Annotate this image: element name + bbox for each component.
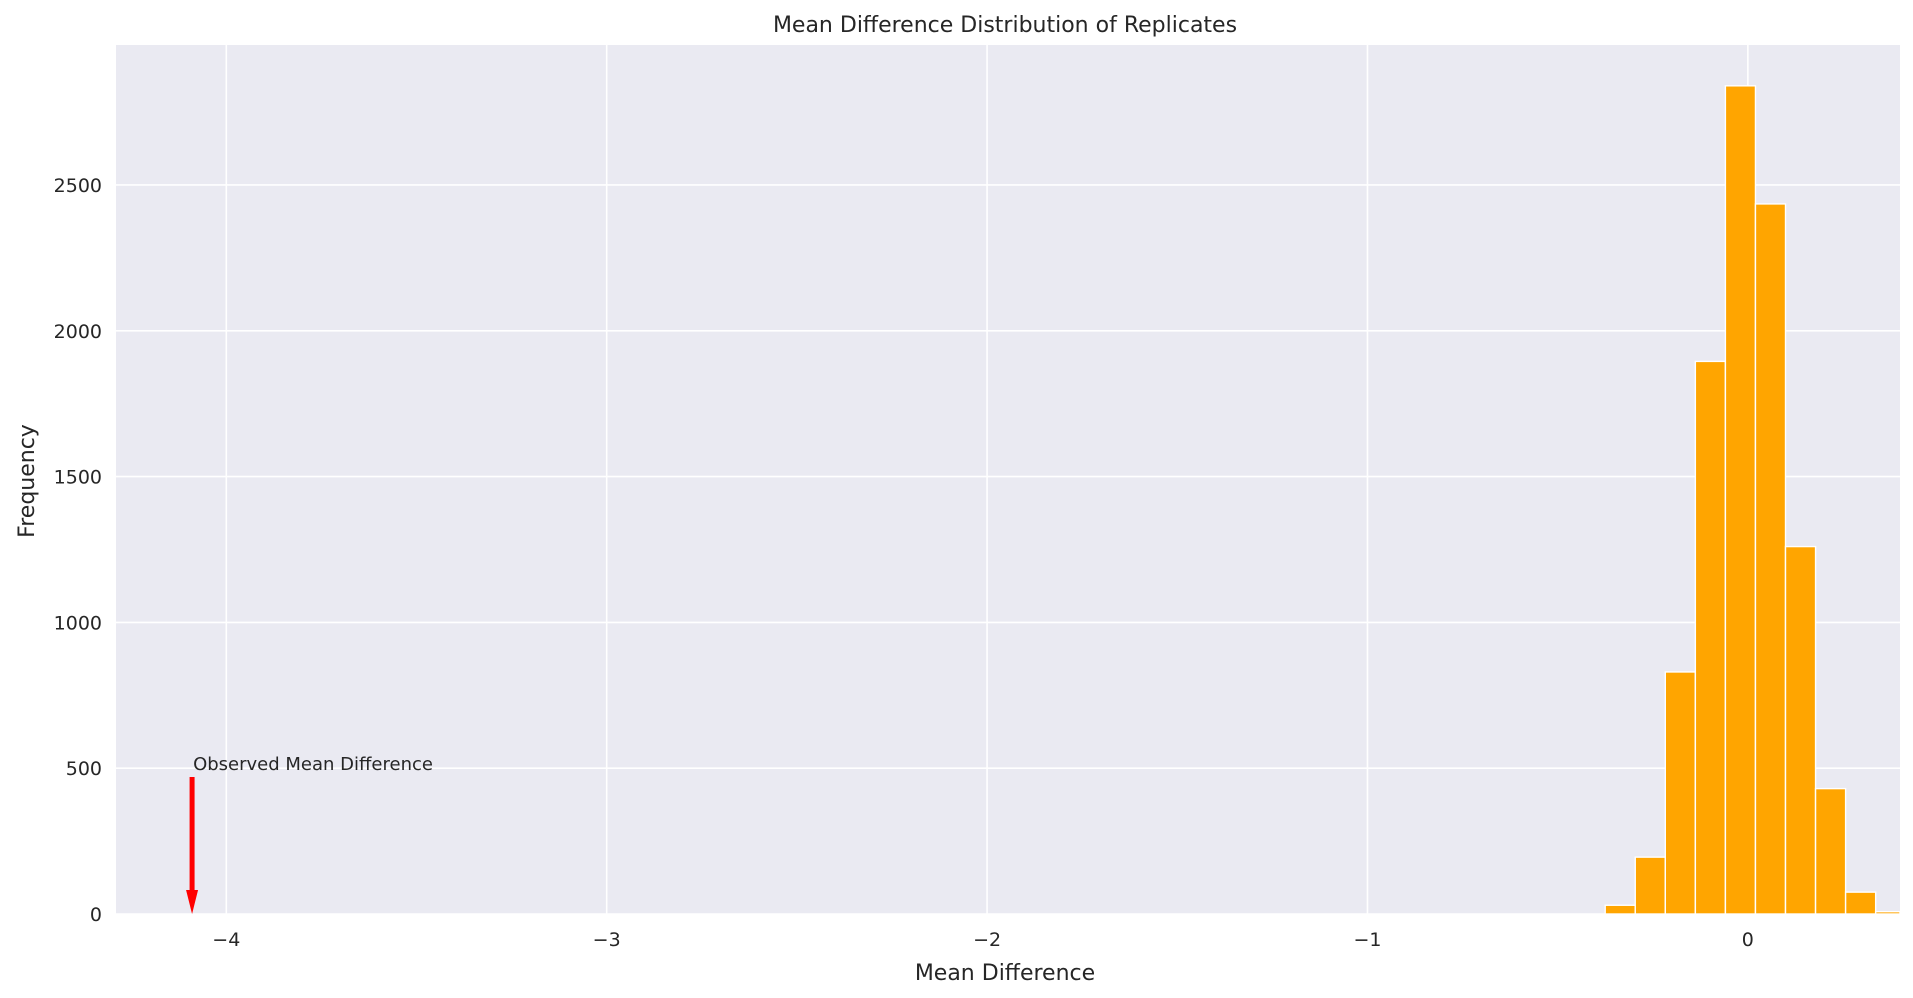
histogram-bar bbox=[1754, 203, 1787, 915]
plot-background bbox=[116, 45, 1900, 914]
histogram-bar bbox=[1784, 545, 1817, 915]
histogram-bar bbox=[1844, 891, 1877, 915]
y-tick-label: 2000 bbox=[54, 321, 102, 343]
y-tick-label: 500 bbox=[66, 758, 102, 780]
histogram-bar bbox=[1664, 671, 1697, 915]
histogram-bar bbox=[1724, 85, 1757, 915]
x-tick-label: −2 bbox=[973, 929, 1001, 951]
annotation-arrow-head bbox=[186, 890, 199, 914]
y-tick-label: 1500 bbox=[54, 467, 102, 489]
y-tick-label: 0 bbox=[90, 904, 102, 926]
annotation: Observed Mean Difference bbox=[186, 754, 433, 914]
y-axis-label: Frequency bbox=[15, 424, 40, 538]
chart-title: Mean Difference Distribution of Replicat… bbox=[773, 13, 1237, 38]
annotation-label: Observed Mean Difference bbox=[193, 754, 433, 775]
x-tick-labels: −4 −3 −2 −1 0 bbox=[212, 929, 1754, 951]
x-tick-label: 0 bbox=[1742, 929, 1754, 951]
histogram-bar bbox=[1634, 856, 1667, 915]
histogram-bar bbox=[1694, 360, 1727, 915]
x-tick-label: −3 bbox=[593, 929, 621, 951]
y-tick-labels: 0 500 1000 1500 2000 2500 bbox=[54, 175, 102, 926]
x-axis-label: Mean Difference bbox=[915, 961, 1095, 986]
histogram-bar bbox=[1874, 910, 1901, 915]
y-tick-label: 1000 bbox=[54, 612, 102, 634]
y-tick-label: 2500 bbox=[54, 175, 102, 197]
x-tick-label: −1 bbox=[1353, 929, 1381, 951]
histogram-bar bbox=[1814, 787, 1847, 915]
histogram-bars bbox=[1604, 85, 1901, 915]
x-tick-label: −4 bbox=[212, 929, 240, 951]
histogram-bar bbox=[1604, 904, 1636, 915]
